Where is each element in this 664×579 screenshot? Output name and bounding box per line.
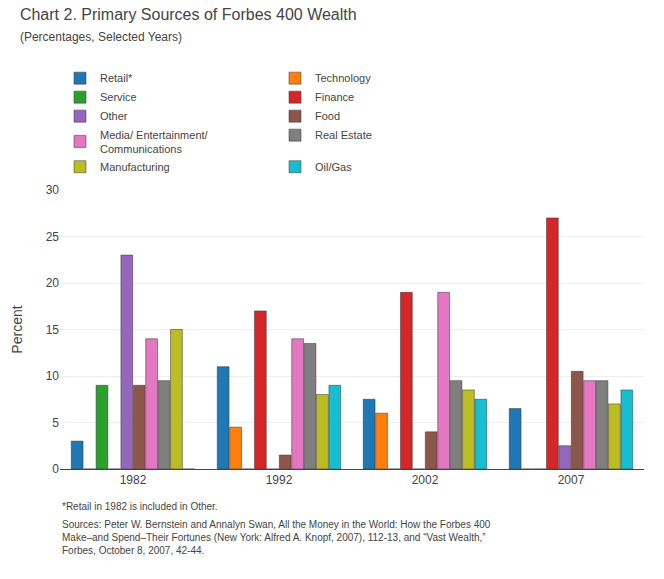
svg-text:Finance: Finance bbox=[315, 91, 354, 103]
svg-text:Service: Service bbox=[100, 91, 137, 103]
svg-text:Chart 2. Primary Sources of Fo: Chart 2. Primary Sources of Forbes 400 W… bbox=[20, 6, 357, 44]
svg-text:Real Estate: Real Estate bbox=[315, 129, 372, 141]
svg-text:15: 15 bbox=[46, 323, 60, 337]
svg-text:5: 5 bbox=[52, 416, 59, 430]
svg-text:Manufacturing: Manufacturing bbox=[100, 161, 170, 173]
svg-text:2007: 2007 bbox=[558, 473, 585, 487]
svg-text:Other: Other bbox=[100, 110, 128, 122]
svg-text:20: 20 bbox=[46, 276, 60, 290]
svg-text:Technology: Technology bbox=[315, 72, 371, 84]
svg-text:30: 30 bbox=[46, 183, 60, 197]
svg-text:Oil/Gas: Oil/Gas bbox=[315, 161, 352, 173]
svg-text:10: 10 bbox=[46, 369, 60, 383]
svg-text:Retail*: Retail* bbox=[100, 72, 133, 84]
svg-text:Sources: Peter W. Bernstein an: Sources: Peter W. Bernstein and Annalyn … bbox=[62, 519, 491, 556]
svg-text:Media/ Entertainment/Communica: Media/ Entertainment/Communications bbox=[100, 129, 209, 155]
svg-text:Food: Food bbox=[315, 110, 340, 122]
svg-text:25: 25 bbox=[46, 230, 60, 244]
svg-text:1992: 1992 bbox=[266, 473, 293, 487]
svg-text:0: 0 bbox=[52, 462, 59, 476]
svg-text:Percent: Percent bbox=[9, 305, 25, 353]
svg-text:*Retail in 1982 is included in: *Retail in 1982 is included in Other. bbox=[62, 501, 218, 512]
svg-text:1982: 1982 bbox=[120, 473, 147, 487]
svg-text:2002: 2002 bbox=[412, 473, 439, 487]
